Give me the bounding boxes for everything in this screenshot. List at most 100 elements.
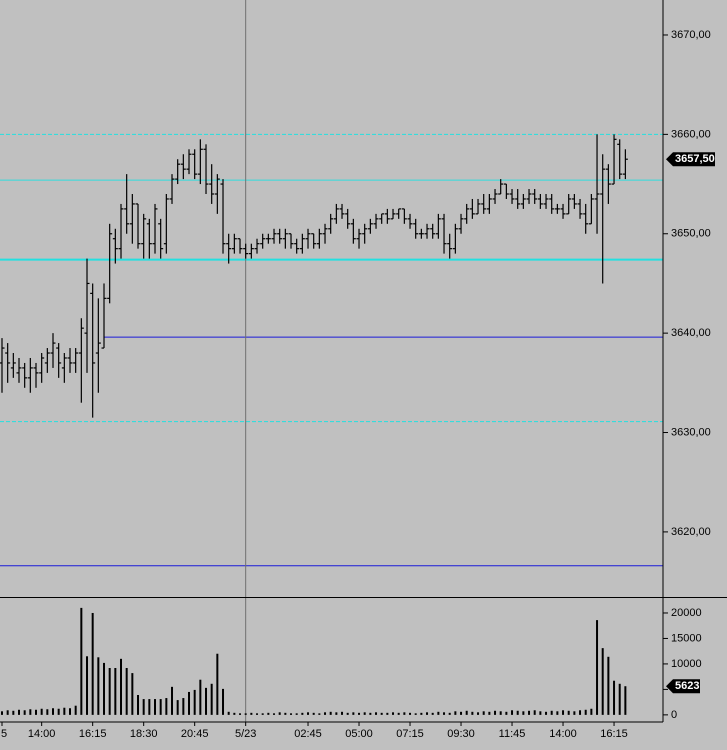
volume-bar	[63, 707, 66, 715]
volume-bar	[261, 713, 264, 715]
volume-bar	[477, 712, 480, 715]
volume-bar	[57, 708, 60, 715]
volume-bar	[205, 687, 208, 715]
volume-bar	[216, 653, 219, 715]
volume-bar	[363, 712, 366, 715]
volume-bar	[613, 680, 616, 715]
volume-bar	[397, 712, 400, 715]
volume-bar	[409, 712, 412, 715]
y-tick-label: 20000	[671, 607, 702, 619]
volume-bar	[29, 709, 32, 715]
volume-bar	[12, 710, 15, 715]
volume-bar	[516, 710, 519, 715]
y-tick-label: 3650,00	[671, 228, 711, 240]
volume-bar	[176, 700, 179, 715]
volume-bar	[329, 711, 332, 715]
volume-bar	[471, 711, 474, 715]
volume-bar	[324, 712, 327, 715]
volume-bar	[545, 711, 548, 715]
volume-bar	[403, 712, 406, 715]
volume-bar	[522, 711, 525, 715]
volume-bar	[222, 688, 225, 715]
volume-bar	[556, 711, 559, 715]
volume-bar	[120, 658, 123, 715]
volume-bar	[199, 679, 202, 715]
volume-bar	[618, 683, 621, 715]
volume-bar	[46, 709, 49, 715]
volume-bar	[380, 712, 383, 715]
y-tick-label: 0	[671, 709, 677, 721]
y-tick-label: 3670,00	[671, 29, 711, 41]
volume-bar	[188, 691, 191, 715]
last-volume-marker	[666, 679, 700, 694]
volume-bar	[278, 712, 281, 715]
volume-bar	[233, 712, 236, 715]
volume-bar	[420, 712, 423, 715]
volume-bar	[437, 711, 440, 715]
volume-bar	[573, 711, 576, 715]
volume-bar	[369, 712, 372, 715]
volume-bar	[171, 686, 174, 715]
volume-bar	[250, 712, 253, 715]
y-tick-label: 15000	[671, 632, 702, 644]
volume-bar	[624, 686, 627, 715]
volume-bar	[125, 667, 128, 715]
volume-bar	[114, 667, 117, 715]
volume-bar	[227, 711, 230, 715]
volume-bar	[488, 711, 491, 715]
volume-bar	[448, 712, 451, 715]
volume-bar	[52, 708, 55, 715]
volume-bar	[318, 713, 321, 715]
x-tick-label: 05:00	[345, 728, 373, 740]
volume-bar	[562, 710, 565, 715]
volume-bar	[35, 709, 38, 715]
volume-bar	[148, 699, 151, 715]
volume-bar	[414, 713, 417, 715]
volume-bar	[567, 710, 570, 715]
volume-bar	[154, 699, 157, 715]
volume-bar	[103, 662, 106, 715]
volume-bar	[352, 712, 355, 715]
y-tick-label: 10000	[671, 658, 702, 670]
x-tick-label: 20:45	[181, 728, 209, 740]
volume-bar	[386, 712, 389, 715]
volume-bar	[69, 708, 72, 715]
volume-bar	[607, 656, 610, 715]
volume-bar	[590, 708, 593, 715]
y-tick-label: 3620,00	[671, 526, 711, 538]
volume-bar	[550, 710, 553, 715]
x-tick-label: 11:45	[499, 728, 526, 740]
volume-bar	[18, 709, 21, 715]
volume-bar	[375, 712, 378, 715]
volume-bar	[579, 710, 582, 715]
volume-bar	[601, 648, 604, 715]
volume-bar	[159, 699, 162, 715]
x-tick-label: 02:45	[294, 728, 322, 740]
volume-bar	[131, 673, 134, 715]
volume-bar	[505, 711, 508, 715]
volume-bar	[596, 620, 599, 715]
volume-bar	[142, 699, 145, 715]
last-volume-label: 5623	[675, 680, 699, 692]
x-tick-label: 16:15	[600, 728, 628, 740]
volume-bar	[210, 683, 213, 715]
volume-bar	[511, 710, 514, 715]
volume-bar	[307, 712, 310, 715]
last-price-marker	[666, 152, 715, 167]
volume-bar	[539, 711, 542, 715]
volume-bar	[273, 713, 276, 715]
volume-bar	[301, 712, 304, 715]
volume-bar	[295, 713, 298, 715]
volume-bar	[1, 711, 3, 715]
volume-bar	[431, 712, 434, 715]
x-tick-label: 14:00	[28, 728, 56, 740]
volume-bar	[244, 713, 247, 715]
volume-bar	[23, 710, 26, 715]
volume-bar	[256, 713, 259, 715]
volume-bar	[465, 710, 468, 715]
volume-bar	[40, 708, 43, 715]
volume-bar	[6, 710, 9, 715]
x-tick-label: 09:30	[447, 728, 475, 740]
